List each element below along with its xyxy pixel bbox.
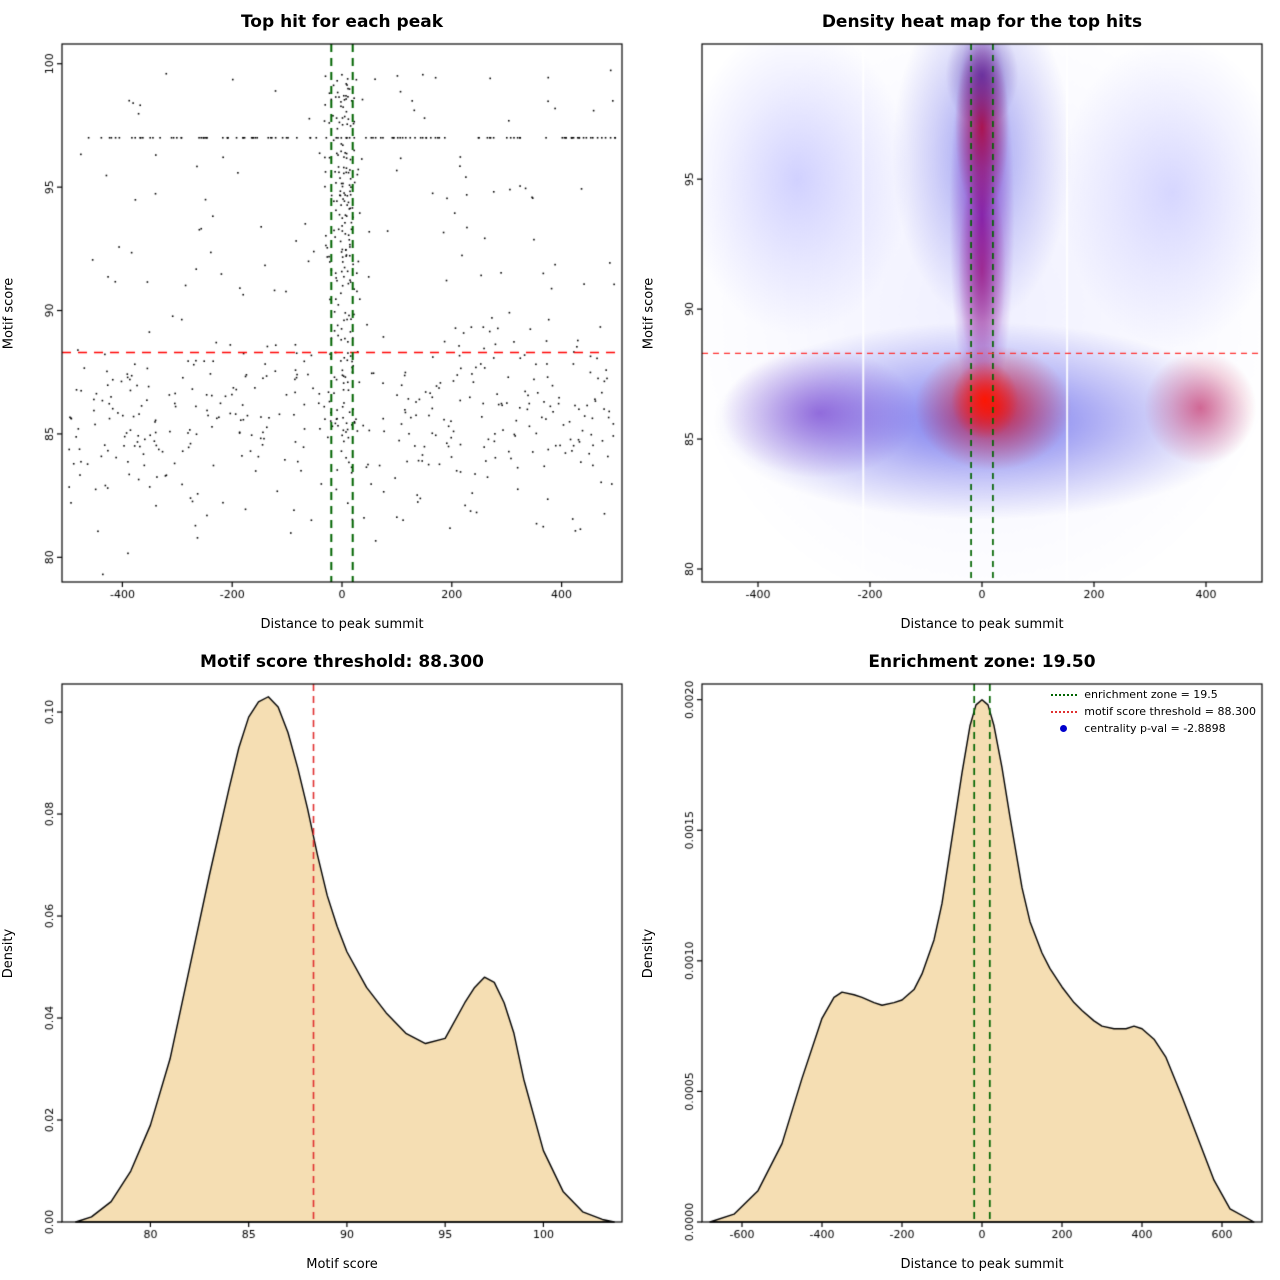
score-density-title: Motif score threshold: 88.300	[200, 652, 484, 672]
panel-heatmap: Density heat map for the top hits Distan…	[640, 0, 1280, 640]
legend-item-enrichment-zone: enrichment zone = 19.5	[1051, 688, 1256, 701]
legend-item-score-threshold: motif score threshold = 88.300	[1051, 705, 1256, 718]
heatmap-canvas	[640, 0, 1280, 640]
legend: enrichment zone = 19.5 motif score thres…	[1051, 688, 1256, 735]
distance-density-title: Enrichment zone: 19.50	[868, 652, 1096, 672]
blue-dot-icon	[1060, 725, 1068, 732]
score-density-x-axis-label: Motif score	[306, 1257, 378, 1272]
green-dotted-line-icon	[1051, 693, 1078, 696]
distance-density-x-axis-label: Distance to peak summit	[900, 1257, 1064, 1272]
scatter-y-axis-label: Motif score	[1, 277, 17, 349]
distance-density-y-axis-label: Density	[641, 928, 657, 978]
score-density-canvas	[0, 640, 640, 1280]
panel-distance-density: Enrichment zone: 19.50 Distance to peak …	[640, 640, 1280, 1280]
panel-scatter: Top hit for each peak Distance to peak s…	[0, 0, 640, 640]
legend-item-centrality-pval: centrality p-val = -2.8898	[1051, 722, 1256, 735]
score-density-y-axis-label: Density	[1, 928, 17, 978]
legend-label: motif score threshold = 88.300	[1084, 705, 1256, 718]
heatmap-title: Density heat map for the top hits	[821, 12, 1143, 32]
distance-density-canvas	[640, 640, 1280, 1280]
red-dotted-line-icon	[1051, 710, 1078, 713]
legend-label: centrality p-val = -2.8898	[1084, 722, 1226, 735]
legend-label: enrichment zone = 19.5	[1084, 688, 1218, 701]
heatmap-y-axis-label: Motif score	[641, 277, 657, 349]
scatter-title: Top hit for each peak	[240, 12, 444, 32]
panel-score-density: Motif score threshold: 88.300 Motif scor…	[0, 640, 640, 1280]
scatter-x-axis-label: Distance to peak summit	[260, 617, 424, 632]
heatmap-x-axis-label: Distance to peak summit	[900, 617, 1064, 632]
scatter-plot-canvas	[0, 0, 640, 640]
